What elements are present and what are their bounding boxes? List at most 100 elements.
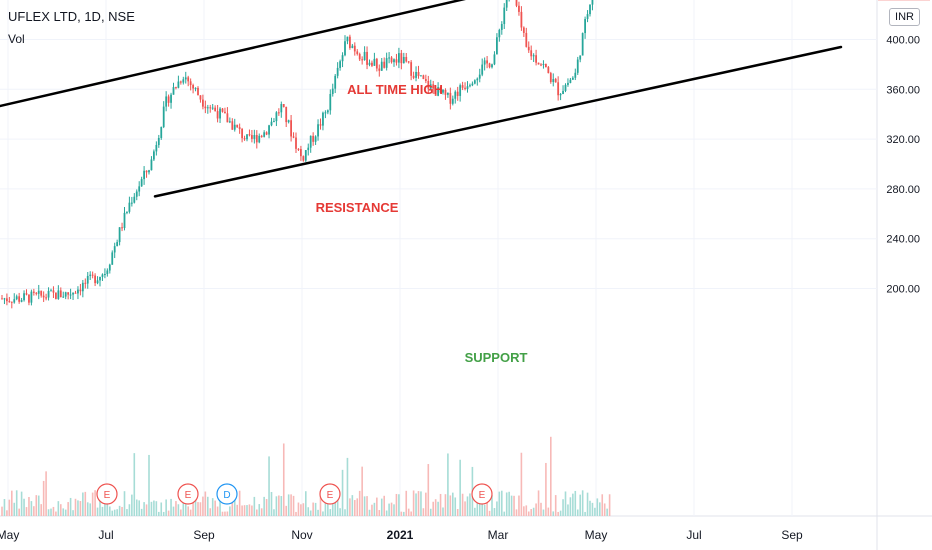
y-tick-label: 240.00 <box>886 234 920 246</box>
candle-body <box>140 179 143 187</box>
volume-bar <box>349 498 351 516</box>
volume-bar <box>101 506 104 516</box>
volume-bar <box>486 501 488 516</box>
candle-body <box>57 290 60 299</box>
candle-body <box>226 113 229 123</box>
earnings-marker <box>96 483 118 505</box>
volume-bar <box>589 500 591 516</box>
volume-bar <box>425 492 427 516</box>
candle-body <box>202 99 204 107</box>
volume-bar <box>324 499 327 516</box>
candle-body <box>518 5 520 12</box>
candle-body <box>439 87 442 93</box>
candle-body <box>20 300 23 302</box>
volume-bar <box>356 498 359 516</box>
volume-bar <box>109 506 111 516</box>
candle-body <box>150 159 153 171</box>
candle-body <box>145 170 148 173</box>
candle-body <box>96 280 99 284</box>
candle-body <box>268 125 270 135</box>
volume-bar <box>405 490 408 516</box>
price-axis[interactable]: 560.00520.00480.00440.00400.00360.00320.… <box>878 0 930 296</box>
candle-body <box>148 170 150 173</box>
candle-body <box>522 27 525 33</box>
candle-body <box>569 79 572 83</box>
candle-body <box>554 79 557 83</box>
volume-bar <box>162 511 165 516</box>
candle-body <box>118 227 121 243</box>
volume-bar <box>410 511 412 516</box>
volume-bar <box>527 511 530 516</box>
volume-bar <box>121 506 123 516</box>
candle-body <box>50 290 52 292</box>
candle-body <box>530 50 533 57</box>
candle-body <box>6 298 8 302</box>
volume-indicator-label[interactable]: Vol <box>8 32 25 46</box>
candle-body <box>18 296 21 302</box>
volume-bar <box>603 503 606 516</box>
candle-body <box>130 202 133 204</box>
candle-body <box>334 75 337 89</box>
volume-bar <box>40 504 42 516</box>
volume-bar <box>398 494 400 516</box>
volume-bar <box>525 505 528 516</box>
x-tick-label: Jul <box>98 528 113 542</box>
candle-body <box>469 85 471 87</box>
candle-body <box>434 88 437 96</box>
volume-bar <box>158 511 160 516</box>
candle-body <box>400 53 403 64</box>
volume-bar <box>388 503 390 516</box>
candle-body <box>447 92 449 95</box>
candle-body <box>277 112 280 114</box>
volume-bar <box>361 466 363 516</box>
candle-body <box>15 296 18 300</box>
volume-bar <box>263 496 265 516</box>
volume-bar <box>464 501 466 516</box>
candle-body <box>398 53 400 63</box>
drawing-lines[interactable] <box>0 0 877 198</box>
volume-bar <box>322 511 324 516</box>
candle-body <box>209 107 212 109</box>
candle-body <box>67 292 70 295</box>
event-marker-label: E <box>185 490 192 501</box>
volume-bar <box>229 506 231 516</box>
volume-bar <box>28 497 30 516</box>
candle-body <box>285 106 288 123</box>
candle-body <box>378 68 381 71</box>
volume-bar <box>202 496 204 516</box>
volume-bar <box>576 509 579 516</box>
candle-body <box>312 135 315 142</box>
volume-bar <box>334 500 336 516</box>
volume-bar <box>260 508 263 516</box>
volume-bar <box>256 509 258 516</box>
volume-bar <box>314 502 317 516</box>
currency-badge[interactable]: INR <box>889 8 920 26</box>
volume-bar <box>317 509 319 516</box>
volume-bar <box>481 497 483 516</box>
candle-body <box>422 75 425 80</box>
volume-bar <box>523 506 525 516</box>
volume-bar <box>552 511 555 516</box>
volume-bar <box>437 501 439 516</box>
volume-bar <box>434 499 437 516</box>
volume-bar <box>15 490 18 516</box>
volume-bar <box>429 508 432 516</box>
volume-bar <box>513 495 515 516</box>
volume-bar <box>554 495 557 516</box>
y-tick-label: 280.00 <box>886 184 920 196</box>
volume-bar <box>351 495 354 516</box>
volume-bar <box>64 509 67 516</box>
candle-body <box>8 301 11 303</box>
candle-body <box>309 135 312 148</box>
candle-body <box>589 4 591 15</box>
volume-bar <box>545 462 547 516</box>
candle-body <box>260 135 263 137</box>
candle-body <box>346 36 349 42</box>
volume-bar <box>407 508 410 516</box>
candle-body <box>473 80 476 84</box>
volume-bar <box>96 507 99 516</box>
time-axis[interactable]: May Jul Sep Nov 2021 Mar May Jul Sep <box>0 528 803 542</box>
candle-body <box>520 11 523 28</box>
